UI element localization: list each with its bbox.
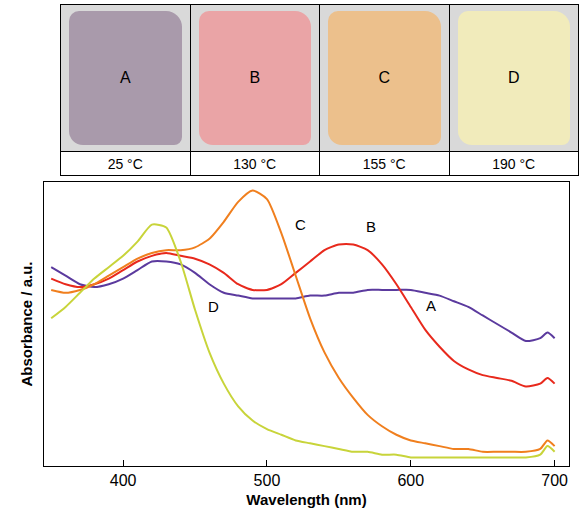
html-text:130 °C: 130 °C — [233, 155, 277, 172]
svg-text:500: 500 — [254, 472, 281, 489]
html-text:A: A — [119, 69, 131, 87]
html-text:C: C — [378, 69, 390, 87]
svg-text:A: A — [426, 297, 436, 314]
svg-text:700: 700 — [541, 472, 568, 489]
svg-text:400: 400 — [110, 472, 137, 489]
html-text:D: D — [508, 69, 520, 87]
svg-text:C: C — [295, 216, 306, 233]
svg-text:Wavelength (nm): Wavelength (nm) — [246, 491, 366, 508]
svg-text:B: B — [366, 218, 376, 235]
html-text:190 °C: 190 °C — [492, 155, 536, 172]
html-text:155 °C: 155 °C — [362, 155, 406, 172]
svg-text:D: D — [208, 298, 219, 315]
svg-text:Absorbance / a.u.: Absorbance / a.u. — [18, 261, 35, 386]
html-text:25 °C: 25 °C — [107, 155, 143, 172]
html-text:B: B — [249, 69, 261, 87]
svg-text:600: 600 — [397, 472, 424, 489]
